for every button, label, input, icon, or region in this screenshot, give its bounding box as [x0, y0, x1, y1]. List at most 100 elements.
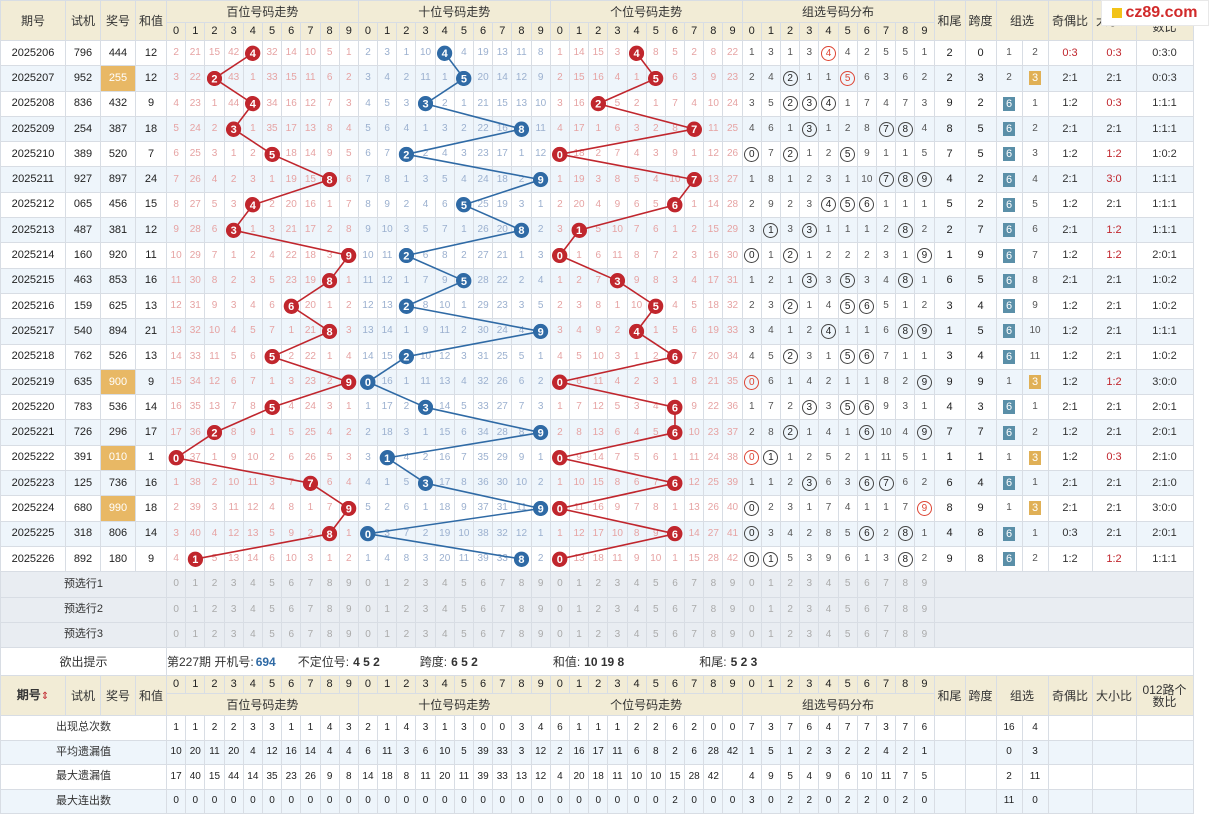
- preselect-digit[interactable]: 7: [300, 596, 321, 623]
- preselect-digit[interactable]: 4: [626, 596, 647, 623]
- preselect-digit[interactable]: 9: [722, 571, 743, 598]
- preselect-digit[interactable]: 4: [818, 571, 839, 598]
- preselect-digit[interactable]: 5: [261, 596, 283, 623]
- preselect-digit[interactable]: 0: [549, 621, 570, 649]
- preselect-digit[interactable]: 5: [645, 571, 666, 598]
- preselect-digit[interactable]: 1: [377, 571, 398, 598]
- preselect-digit[interactable]: 8: [895, 571, 916, 598]
- preselect-digit[interactable]: 7: [684, 621, 705, 649]
- preselect-digit[interactable]: 9: [722, 596, 743, 623]
- preselect-digit[interactable]: 7: [492, 571, 513, 598]
- preselect-digit[interactable]: 8: [895, 596, 916, 623]
- preselect-digit[interactable]: 3: [223, 596, 244, 623]
- preselect-digit[interactable]: 0: [357, 596, 379, 623]
- preselect-digit[interactable]: 7: [300, 571, 321, 598]
- preselect-digit[interactable]: 1: [377, 621, 398, 649]
- preselect-digit[interactable]: 2: [588, 621, 609, 649]
- preselect-digit[interactable]: 4: [818, 596, 839, 623]
- preselect-digit[interactable]: 1: [185, 571, 206, 598]
- preselect-digit[interactable]: 1: [760, 621, 782, 649]
- preselect-digit[interactable]: 8: [319, 596, 340, 623]
- preselect-digit[interactable]: 7: [300, 621, 321, 649]
- preselect-digit[interactable]: 3: [799, 571, 820, 598]
- preselect-digit[interactable]: 6: [664, 571, 686, 598]
- preselect-digit[interactable]: 0: [357, 621, 379, 649]
- preselect-digit[interactable]: 7: [492, 596, 513, 623]
- preselect-digit[interactable]: 9: [338, 571, 359, 598]
- preselect-digit[interactable]: 3: [607, 596, 628, 623]
- preselect-digit[interactable]: 2: [588, 596, 609, 623]
- preselect-digit[interactable]: 1: [377, 596, 398, 623]
- preselect-digit[interactable]: 2: [396, 571, 417, 598]
- preselect-digit[interactable]: 3: [607, 621, 628, 649]
- preselect-digit[interactable]: 0: [741, 596, 762, 623]
- preselect-digit[interactable]: 5: [645, 596, 666, 623]
- preselect-digit[interactable]: 6: [472, 621, 494, 649]
- preselect-digit[interactable]: 1: [185, 596, 206, 623]
- preselect-digit[interactable]: 0: [741, 621, 762, 649]
- preselect-digit[interactable]: 5: [453, 596, 475, 623]
- preselect-digit[interactable]: 5: [261, 621, 283, 649]
- preselect-digit[interactable]: 4: [242, 621, 263, 649]
- preselect-digit[interactable]: 6: [664, 621, 686, 649]
- preselect-digit[interactable]: 3: [415, 571, 436, 598]
- preselect-digit[interactable]: 7: [684, 596, 705, 623]
- preselect-digit[interactable]: 8: [703, 621, 724, 649]
- preselect-digit[interactable]: 7: [875, 621, 897, 649]
- preselect-digit[interactable]: 4: [434, 621, 455, 649]
- preselect-digit[interactable]: 6: [281, 571, 302, 598]
- preselect-digit[interactable]: 8: [511, 596, 532, 623]
- preselect-digit[interactable]: 7: [875, 596, 897, 623]
- preselect-digit[interactable]: 3: [415, 596, 436, 623]
- preselect-digit[interactable]: 2: [204, 596, 225, 623]
- preselect-digit[interactable]: 1: [185, 621, 206, 649]
- preselect-digit[interactable]: 8: [511, 571, 532, 598]
- preselect-digit[interactable]: 7: [875, 571, 897, 598]
- preselect-digit[interactable]: 2: [779, 621, 801, 649]
- preselect-digit[interactable]: 8: [511, 621, 532, 649]
- preselect-digit[interactable]: 9: [530, 596, 551, 623]
- preselect-digit[interactable]: 0: [741, 571, 762, 598]
- preselect-digit[interactable]: 6: [856, 571, 877, 598]
- preselect-digit[interactable]: 4: [242, 596, 263, 623]
- preselect-digit[interactable]: 4: [626, 621, 647, 649]
- preselect-digit[interactable]: 2: [396, 621, 417, 649]
- preselect-digit[interactable]: 6: [856, 596, 877, 623]
- preselect-digit[interactable]: 8: [895, 621, 916, 649]
- preselect-digit[interactable]: 4: [818, 621, 839, 649]
- preselect-digit[interactable]: 5: [837, 621, 858, 649]
- preselect-digit[interactable]: 1: [568, 621, 590, 649]
- preselect-digit[interactable]: 4: [434, 571, 455, 598]
- preselect-digit[interactable]: 8: [319, 571, 340, 598]
- preselect-digit[interactable]: 9: [914, 571, 935, 598]
- preselect-digit[interactable]: 3: [799, 621, 820, 649]
- preselect-digit[interactable]: 9: [914, 596, 935, 623]
- preselect-digit[interactable]: 6: [472, 571, 494, 598]
- bottom-period-header[interactable]: 期号⇕: [0, 675, 66, 717]
- preselect-digit[interactable]: 0: [165, 596, 187, 623]
- preselect-digit[interactable]: 5: [837, 596, 858, 623]
- preselect-digit[interactable]: 6: [281, 596, 302, 623]
- preselect-digit[interactable]: 3: [223, 571, 244, 598]
- preselect-digit[interactable]: 3: [799, 596, 820, 623]
- preselect-digit[interactable]: 6: [856, 621, 877, 649]
- preselect-digit[interactable]: 3: [415, 621, 436, 649]
- preselect-digit[interactable]: 5: [453, 571, 475, 598]
- preselect-digit[interactable]: 3: [607, 571, 628, 598]
- preselect-digit[interactable]: 9: [530, 621, 551, 649]
- preselect-digit[interactable]: 9: [722, 621, 743, 649]
- preselect-digit[interactable]: 1: [568, 571, 590, 598]
- preselect-digit[interactable]: 8: [319, 621, 340, 649]
- preselect-digit[interactable]: 5: [837, 571, 858, 598]
- preselect-digit[interactable]: 0: [357, 571, 379, 598]
- preselect-digit[interactable]: 9: [914, 621, 935, 649]
- preselect-digit[interactable]: 2: [204, 571, 225, 598]
- preselect-digit[interactable]: 9: [338, 621, 359, 649]
- preselect-digit[interactable]: 5: [453, 621, 475, 649]
- preselect-digit[interactable]: 4: [242, 571, 263, 598]
- preselect-digit[interactable]: 9: [338, 596, 359, 623]
- preselect-digit[interactable]: 2: [204, 621, 225, 649]
- preselect-digit[interactable]: 7: [684, 571, 705, 598]
- preselect-digit[interactable]: 0: [549, 596, 570, 623]
- preselect-digit[interactable]: 1: [760, 571, 782, 598]
